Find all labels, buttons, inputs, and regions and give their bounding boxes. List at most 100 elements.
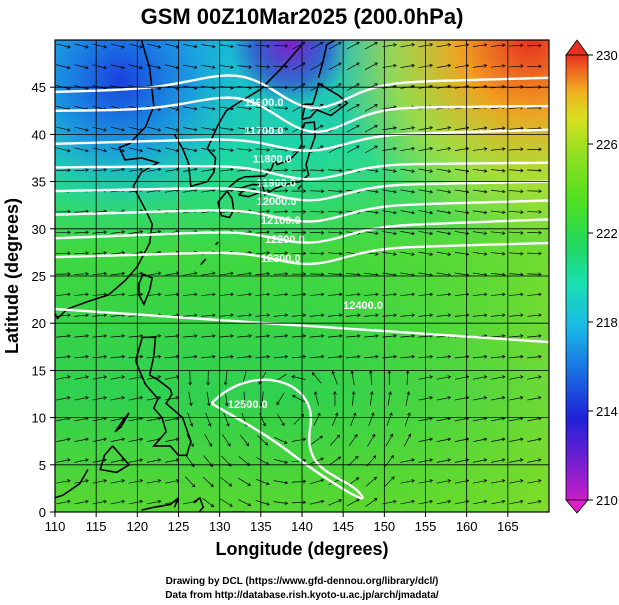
wind-arrow xyxy=(291,209,307,214)
y-tick-label: 20 xyxy=(32,316,46,331)
y-tick-label: 45 xyxy=(32,80,46,95)
wind-arrow xyxy=(56,43,71,49)
wind-arrow xyxy=(183,292,198,297)
coastlines xyxy=(55,40,349,512)
wind-arrow xyxy=(201,313,216,318)
credit-drawing: Drawing by DCL (https://www.gfd-dennou.o… xyxy=(166,576,439,587)
wind-arrow xyxy=(291,394,306,403)
wind-arrow xyxy=(273,354,289,359)
wind-arrow xyxy=(110,167,126,172)
wind-arrow xyxy=(327,251,343,256)
x-axis-ticks: 110 115 120 125 130 135 140 145 150 155 160 165 xyxy=(45,512,519,534)
wind-arrow xyxy=(56,479,71,484)
wind-arrow xyxy=(219,167,234,172)
wind-arrow xyxy=(273,292,289,297)
wind-arrow xyxy=(146,126,162,132)
wind-arrow xyxy=(309,292,325,297)
wind-arrow xyxy=(110,230,126,234)
coastline xyxy=(134,336,192,457)
y-tick-label: 35 xyxy=(32,175,46,190)
wind-arrow xyxy=(527,43,542,48)
wind-arrow xyxy=(74,230,90,235)
wind-arrow xyxy=(110,292,126,297)
wind-arrow xyxy=(92,396,107,401)
wind-arrow xyxy=(237,313,253,318)
wind-arrow xyxy=(237,334,253,338)
wind-arrow xyxy=(255,478,270,486)
coastline xyxy=(138,273,154,307)
wind-arrow xyxy=(364,124,378,133)
wind-arrow xyxy=(527,189,542,194)
wind-arrow xyxy=(400,334,416,338)
wind-arrow xyxy=(201,64,216,70)
wind-arrow xyxy=(346,41,360,50)
wind-arrow xyxy=(204,434,213,447)
wind-arrow xyxy=(436,292,452,297)
wind-arrow xyxy=(273,458,289,464)
wind-arrow xyxy=(346,354,361,359)
wind-arrow xyxy=(347,455,359,467)
wind-arrow xyxy=(110,396,126,401)
x-tick-label: 165 xyxy=(497,519,519,534)
wind-arrow xyxy=(255,64,271,69)
wind-arrow xyxy=(56,354,71,359)
wind-arrow xyxy=(364,210,379,215)
colorbar-ramp xyxy=(565,54,589,501)
wind-arrow xyxy=(491,479,506,484)
wind-arrow xyxy=(328,104,342,112)
wind-arrow xyxy=(146,479,162,484)
wind-arrow xyxy=(74,499,89,505)
wind-arrow xyxy=(490,292,506,297)
wind-arrow xyxy=(311,372,322,384)
wind-arrow xyxy=(237,127,252,132)
contour-label: 11900.0 xyxy=(244,97,283,109)
wind-arrow xyxy=(56,168,71,173)
wind-arrow xyxy=(364,41,378,50)
contour-label: 12100.0 xyxy=(261,215,301,227)
wind-arrow xyxy=(74,375,89,380)
wind-arrow xyxy=(74,292,89,297)
x-tick-label: 150 xyxy=(373,519,395,534)
wind-arrow xyxy=(128,499,144,505)
y-tick-label: 30 xyxy=(32,222,46,237)
wind-arrow xyxy=(346,145,360,154)
wind-arrow xyxy=(146,147,162,153)
wind-arrow xyxy=(74,126,89,132)
wind-arrow xyxy=(74,334,89,338)
y-axis-ticks: 0 5 10 15 20 25 30 35 40 45 xyxy=(32,80,55,520)
wind-arrow xyxy=(527,375,542,380)
colorbar-top-cap xyxy=(565,39,589,56)
wind-arrow xyxy=(400,43,415,48)
wind-arrow xyxy=(400,146,415,152)
wind-arrow xyxy=(92,313,108,318)
x-axis-label: Longitude (degrees) xyxy=(215,539,388,559)
wind-arrow xyxy=(276,413,285,427)
wind-arrow xyxy=(273,44,289,48)
wind-arrow xyxy=(273,251,289,255)
colorbar-tick-label: 226 xyxy=(596,137,618,152)
contour-label: 12500.0 xyxy=(228,399,268,411)
wind-arrow xyxy=(291,479,307,484)
wind-arrow xyxy=(146,43,162,49)
contour-label: 12300.0 xyxy=(261,253,301,265)
wind-arrow xyxy=(255,127,271,131)
wind-arrow xyxy=(328,499,343,506)
coastline xyxy=(192,496,205,512)
wind-arrow xyxy=(146,229,162,235)
wind-arrow xyxy=(368,412,375,427)
wind-arrow xyxy=(472,43,488,47)
wind-arrow xyxy=(273,209,289,214)
wind-arrow xyxy=(184,476,196,488)
wind-arrow xyxy=(309,334,325,338)
wind-arrow xyxy=(56,147,71,153)
wind-arrow xyxy=(128,437,144,442)
wind-arrow xyxy=(309,189,325,194)
wind-arrow xyxy=(472,499,488,505)
wind-arrow xyxy=(436,354,452,359)
contour-label: 12200.0 xyxy=(265,234,305,246)
contour-label: 11700.0 xyxy=(244,125,283,137)
wind-arrow xyxy=(255,230,271,235)
wind-arrow xyxy=(509,437,524,442)
wind-arrow xyxy=(327,189,343,194)
wind-arrow xyxy=(472,231,488,236)
